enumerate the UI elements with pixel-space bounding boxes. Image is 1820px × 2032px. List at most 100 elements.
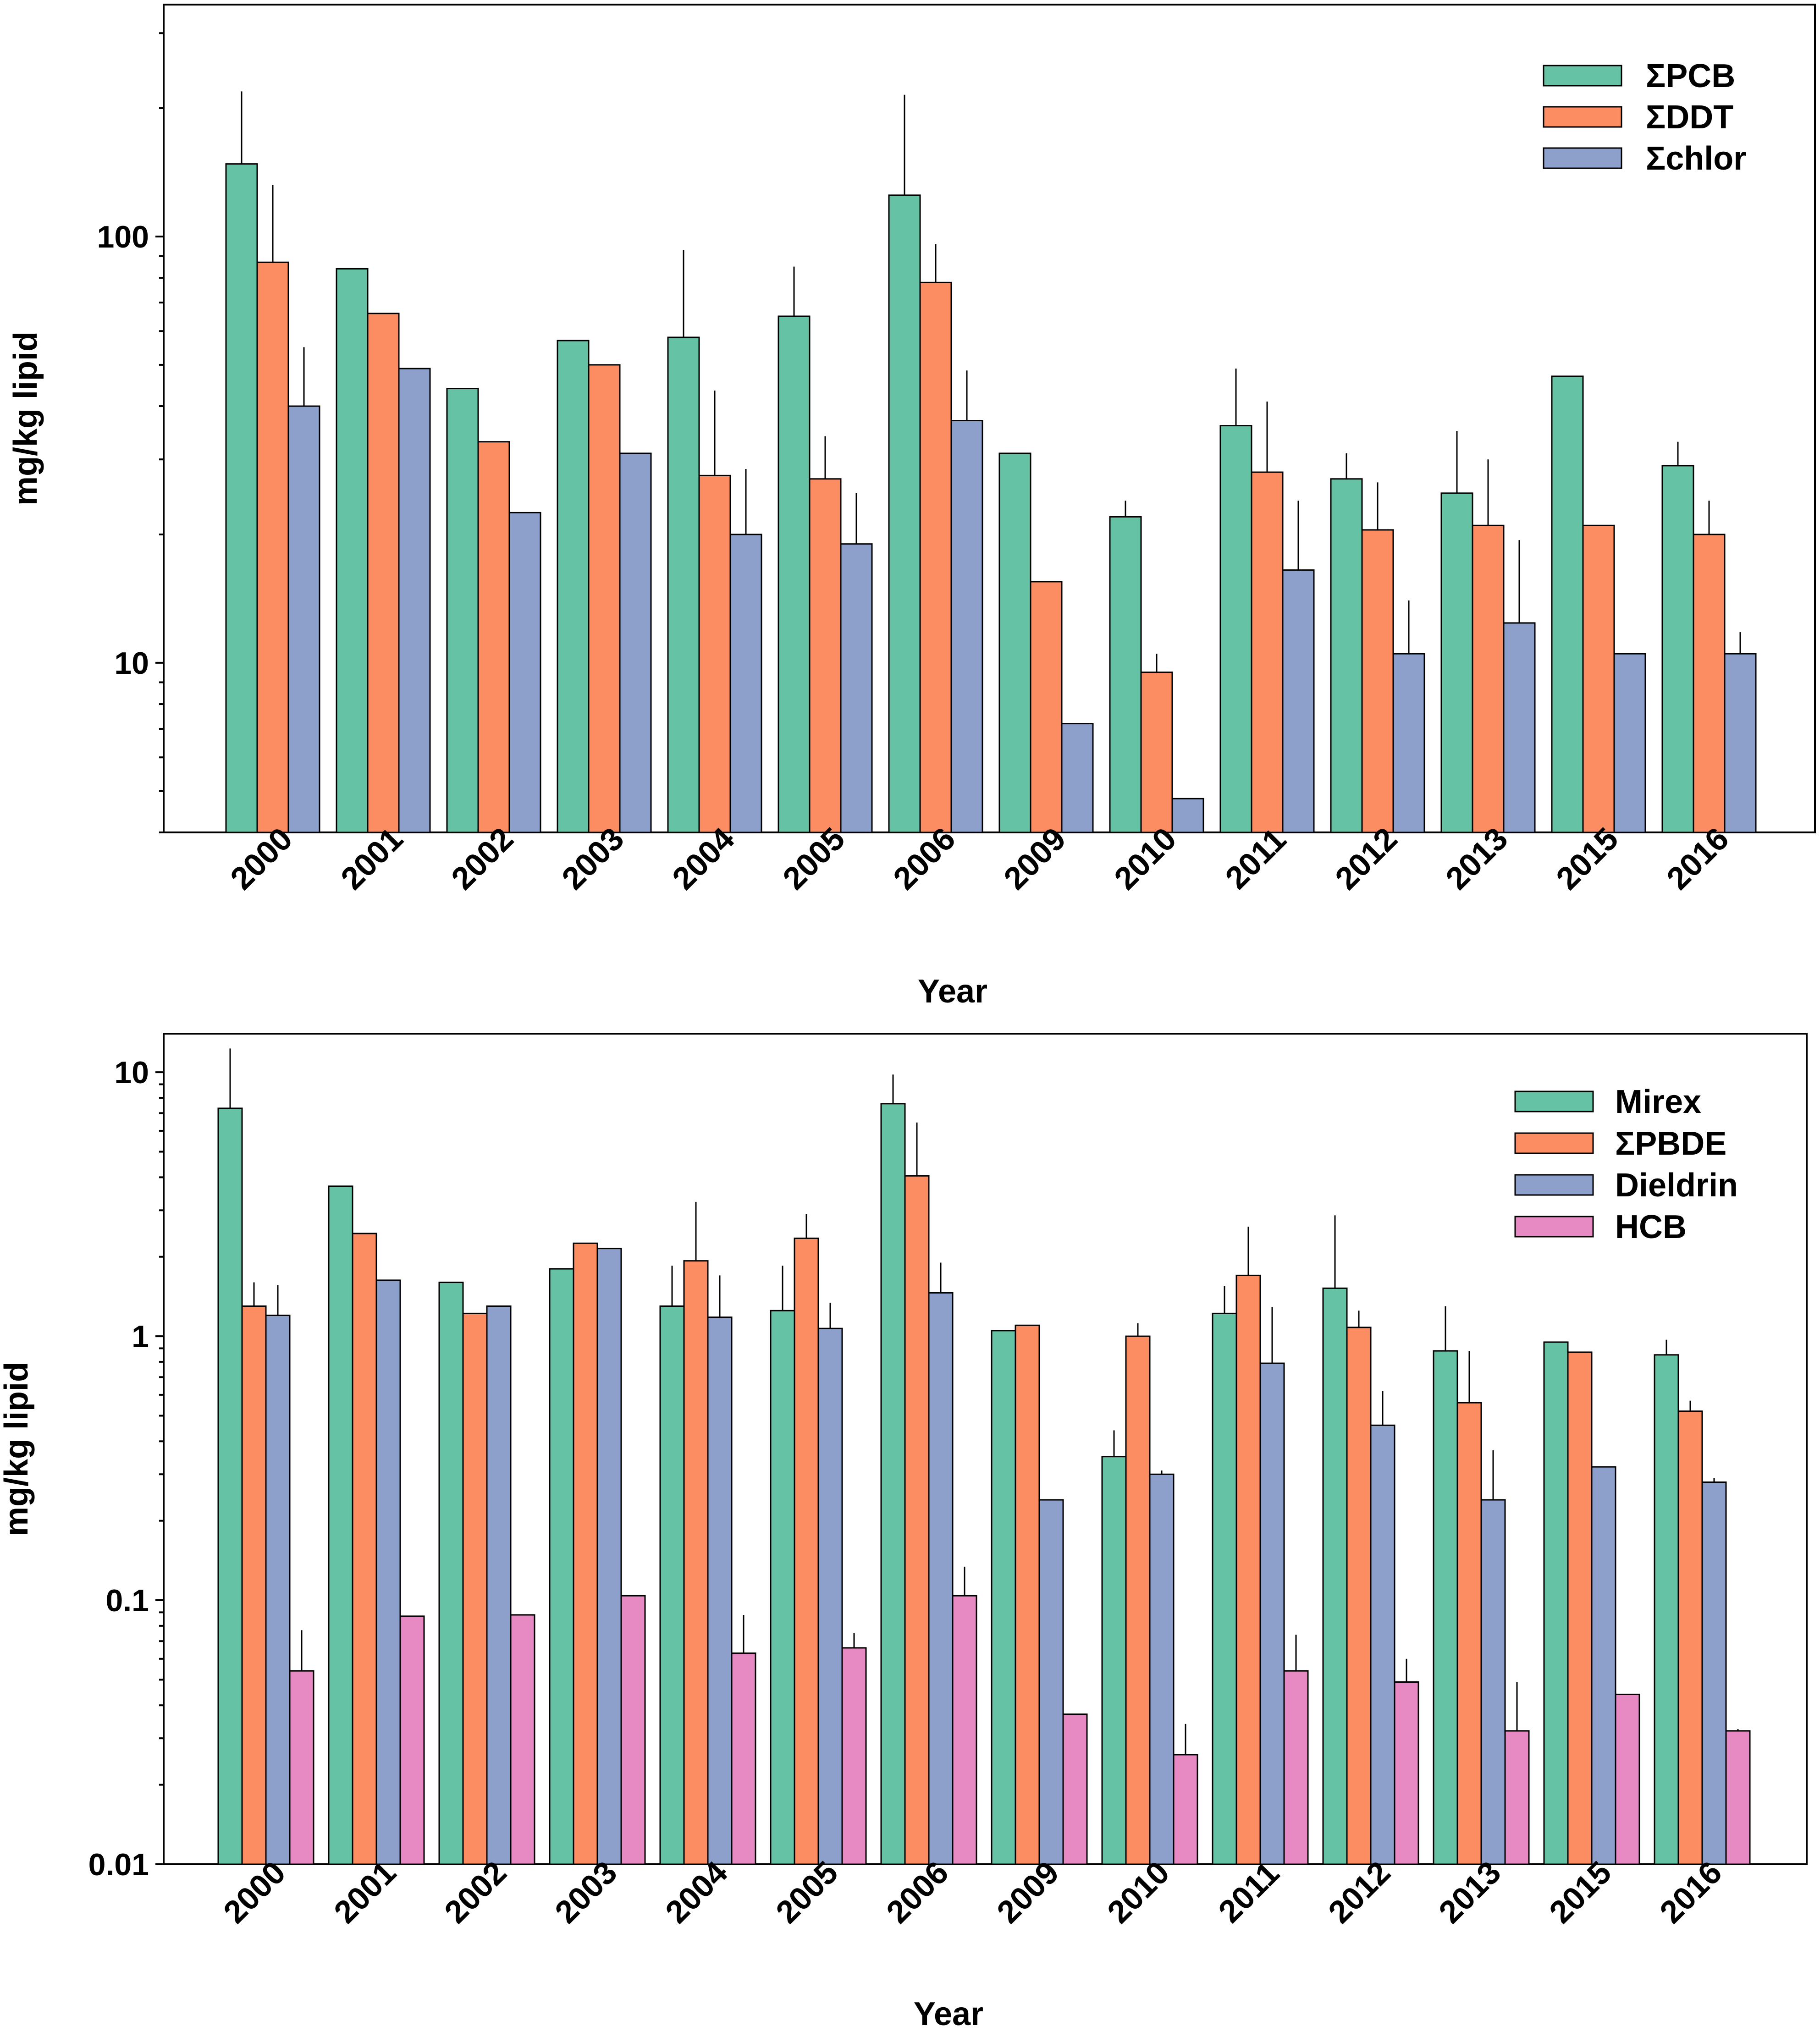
bar-ΣDDT-2015 [1582, 524, 1615, 833]
legend-swatch [1514, 1132, 1594, 1154]
bar-Dieldrin-2012 [1370, 1424, 1395, 1865]
bar-HCB-2000 [289, 1670, 314, 1865]
bar-HCB-2004 [731, 1652, 756, 1865]
bar-Σchlor-2015 [1613, 653, 1646, 833]
bar-ΣPBDE-2015 [1567, 1351, 1593, 1865]
bar-ΣDDT-2002 [477, 441, 510, 833]
x-tick-label: 2005 [769, 1854, 844, 1930]
bar-Mirex-2005 [770, 1310, 795, 1865]
bar-Σchlor-2013 [1503, 622, 1536, 833]
bar-Σchlor-2009 [1061, 723, 1094, 833]
bar-Dieldrin-2001 [375, 1279, 401, 1865]
bar-HCB-2005 [841, 1647, 867, 1865]
bar-Mirex-2000 [217, 1107, 243, 1865]
legend-swatch [1543, 147, 1622, 169]
bar-Mirex-2011 [1212, 1312, 1237, 1865]
legend-label: ΣPCB [1646, 58, 1735, 94]
bar-Mirex-2009 [991, 1330, 1016, 1865]
bar-ΣPCB-2012 [1330, 478, 1363, 833]
bar-HCB-2015 [1615, 1693, 1640, 1865]
x-tick-label: 2011 [1212, 1855, 1286, 1930]
legend-label: ΣPBDE [1615, 1125, 1726, 1162]
bar-ΣPCB-2009 [998, 452, 1031, 833]
legend-swatch [1514, 1174, 1594, 1196]
bar-HCB-2001 [399, 1615, 425, 1865]
x-tick-label: 2002 [437, 1854, 513, 1930]
bar-ΣDDT-2000 [256, 261, 289, 833]
bar-HCB-2016 [1725, 1730, 1751, 1865]
bar-Σchlor-2000 [287, 405, 320, 833]
legend: ΣPCB ΣDDT Σchlor [1543, 58, 1746, 177]
y-axis-title: mg/kg lipid [0, 1362, 35, 1536]
bar-HCB-2009 [1062, 1713, 1088, 1865]
plot-frame [163, 1033, 1808, 1865]
bar-ΣPBDE-2000 [241, 1305, 267, 1865]
bar-Σchlor-2003 [619, 452, 652, 833]
bar-Σchlor-2004 [729, 534, 762, 833]
legend-label: Σchlor [1646, 140, 1746, 177]
bar-Σchlor-2005 [840, 543, 873, 833]
x-axis-title: Year [918, 973, 987, 1010]
bar-ΣDDT-2005 [809, 478, 842, 833]
legend: Mirex ΣPBDE Dieldrin HCB [1514, 1084, 1738, 1245]
bar-Dieldrin-2006 [928, 1292, 954, 1865]
bar-Mirex-2016 [1654, 1354, 1679, 1865]
bar-Σchlor-2010 [1171, 798, 1204, 833]
y-tick-label: 0.01 [88, 1847, 149, 1882]
bar-Σchlor-2002 [508, 512, 541, 833]
bar-ΣPBDE-2009 [1015, 1324, 1040, 1865]
bar-ΣPBDE-2012 [1346, 1327, 1372, 1865]
bar-ΣPCB-2002 [446, 388, 479, 833]
bar-ΣDDT-2003 [588, 364, 621, 833]
bar-Dieldrin-2010 [1149, 1473, 1175, 1865]
bar-Mirex-2010 [1101, 1456, 1127, 1865]
bar-Σchlor-2012 [1392, 653, 1425, 833]
y-tick-label: 1 [132, 1319, 149, 1354]
bar-ΣDDT-2010 [1140, 672, 1173, 833]
bar-HCB-2013 [1504, 1730, 1530, 1865]
bar-Dieldrin-2015 [1591, 1466, 1616, 1865]
x-tick-label: 2015 [1542, 1854, 1618, 1930]
bar-HCB-2011 [1283, 1670, 1309, 1865]
bar-Dieldrin-2011 [1259, 1362, 1285, 1865]
x-tick-label: 2003 [548, 1854, 623, 1930]
legend-swatch [1514, 1216, 1594, 1238]
x-tick-label: 2006 [879, 1854, 955, 1930]
x-tick-label: 2010 [1100, 1854, 1176, 1930]
plot-frame [163, 4, 1816, 833]
bar-ΣPBDE-2013 [1456, 1402, 1482, 1865]
bar-ΣPCB-2016 [1661, 465, 1694, 833]
bar-ΣPBDE-2002 [462, 1312, 488, 1865]
bar-HCB-2012 [1394, 1681, 1419, 1865]
bar-ΣPBDE-2010 [1125, 1335, 1151, 1865]
legend-label: Dieldrin [1615, 1167, 1738, 1204]
bar-ΣPCB-2005 [778, 315, 811, 833]
x-tick-label: 2009 [990, 1854, 1065, 1930]
bar-ΣDDT-2006 [919, 281, 952, 833]
bar-ΣPBDE-2006 [904, 1175, 930, 1865]
bar-HCB-2010 [1173, 1754, 1198, 1865]
bar-ΣPBDE-2011 [1235, 1274, 1261, 1865]
x-tick-label: 2001 [327, 1854, 403, 1930]
bar-ΣPBDE-2005 [794, 1237, 819, 1865]
x-axis-title: Year [914, 1996, 983, 2032]
x-tick-label: 2016 [1653, 1854, 1728, 1930]
bar-ΣPCB-2004 [667, 336, 700, 833]
x-tick-label: 2004 [658, 1854, 734, 1930]
x-tick-label: 2013 [1432, 1854, 1507, 1930]
legend-label: ΣDDT [1646, 99, 1733, 136]
bar-Σchlor-2006 [950, 420, 983, 833]
bar-ΣDDT-2009 [1030, 581, 1063, 833]
bar-Σchlor-2001 [398, 368, 431, 833]
bar-ΣDDT-2016 [1693, 534, 1726, 833]
bar-ΣPCB-2003 [557, 340, 590, 833]
legend-label: Mirex [1615, 1084, 1701, 1120]
bar-Mirex-2013 [1433, 1350, 1458, 1865]
y-tick-label: 10 [114, 1055, 149, 1090]
x-tick-label: 2000 [216, 1854, 292, 1930]
bar-Mirex-2012 [1322, 1287, 1348, 1865]
bar-ΣPCB-2001 [336, 268, 369, 833]
bar-ΣPCB-2010 [1109, 516, 1142, 833]
bar-Dieldrin-2009 [1038, 1499, 1064, 1865]
